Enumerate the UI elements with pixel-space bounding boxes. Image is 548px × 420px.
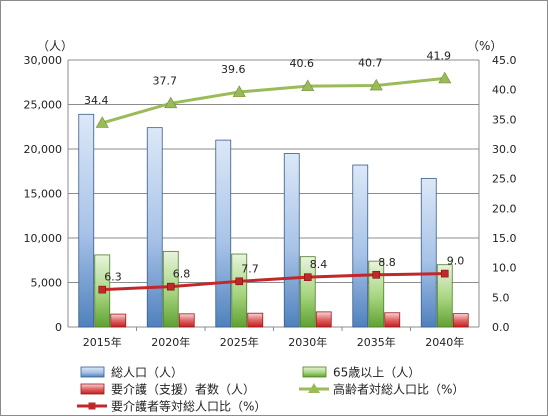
marker-triangle — [438, 71, 452, 84]
data-label: 8.8 — [378, 256, 396, 269]
bar-1 — [283, 153, 300, 328]
bar-3 — [178, 313, 195, 328]
bar-3 — [384, 312, 401, 328]
right-tick-label: 20.0 — [492, 202, 517, 215]
left-tick-label: 25,000 — [24, 99, 63, 112]
data-label: 37.7 — [153, 74, 178, 87]
data-label: 39.6 — [221, 63, 246, 76]
bar-1 — [215, 139, 232, 328]
right-axis-ticks: 0.0 5.0 10.0 15.0 20.0 25.0 30.0 35.0 40.0 45.0 — [492, 54, 517, 334]
x-tick-label: 2025年 — [220, 335, 259, 349]
right-tick-label: 15.0 — [492, 232, 517, 245]
bar-2 — [231, 253, 248, 328]
left-tick-label: 30,000 — [24, 54, 63, 67]
x-tick-label: 2035年 — [357, 335, 396, 349]
series-line-4 — [101, 76, 445, 125]
data-label: 9.0 — [447, 255, 465, 268]
legend-label: 要介護（支援）者数（人） — [111, 382, 255, 397]
left-tick-label: 5,000 — [31, 277, 63, 290]
bar-1 — [420, 177, 437, 328]
right-axis-unit: （%） — [467, 39, 502, 53]
data-label: 7.7 — [241, 262, 259, 275]
legend-marker-square — [88, 402, 96, 410]
marker-square — [303, 273, 312, 281]
data-label: 40.6 — [290, 57, 315, 70]
bar-3 — [247, 312, 264, 328]
left-tick-label: 20,000 — [24, 143, 63, 156]
legend-label: 要介護者等対総人口比（%） — [111, 399, 266, 414]
right-tick-label: 45.0 — [492, 54, 517, 67]
data-label: 6.8 — [173, 268, 191, 281]
marker-square — [235, 277, 244, 286]
data-label: 8.4 — [310, 258, 328, 271]
right-tick-label: 35.0 — [492, 113, 517, 126]
bar-2 — [436, 264, 453, 328]
marker-triangle — [95, 116, 109, 128]
data-label: 40.7 — [358, 57, 383, 70]
bar-3 — [110, 313, 127, 328]
right-tick-label: 5.0 — [492, 291, 510, 304]
left-axis-ticks: 0 5,000 10,000 15,000 20,000 25,000 30,000 — [24, 54, 63, 334]
right-tick-label: 40.0 — [492, 84, 517, 97]
legend-swatch — [80, 383, 105, 395]
left-axis-unit: （人） — [37, 39, 73, 53]
marker-triangle — [164, 96, 178, 109]
left-tick-label: 15,000 — [24, 188, 63, 201]
right-tick-label: 25.0 — [492, 173, 517, 186]
legend-swatch — [302, 366, 327, 378]
gridlines — [67, 59, 480, 331]
bar-1 — [352, 164, 369, 328]
right-tick-label: 0.0 — [492, 321, 510, 334]
x-tick-label: 2015年 — [83, 335, 122, 349]
marker-triangle — [369, 78, 383, 91]
bar-3 — [452, 313, 469, 328]
marker-square — [440, 269, 449, 278]
series-lines — [95, 71, 452, 294]
bar-3 — [315, 311, 332, 328]
right-tick-label: 10.0 — [492, 262, 517, 275]
series-line-5 — [102, 272, 445, 292]
legend: 総人口（人） 65歳以上（人） 要介護（支援）者数（人） 高齢者対総人口比（%） 要介護… — [77, 366, 464, 414]
data-label: 41.9 — [427, 49, 452, 62]
data-labels: 34.4 37.7 39.6 40.6 40.7 41.9 6.3 6.8 7.7 8.4 8.8 9… — [84, 49, 464, 283]
bar-1 — [146, 127, 163, 328]
left-tick-label: 0 — [55, 321, 62, 334]
x-axis-ticks: 2015年 2020年 2025年 2030年 2035年 2040年 — [83, 335, 465, 349]
marker-square — [372, 270, 381, 279]
legend-label: 高齢者対総人口比（%） — [333, 382, 464, 397]
marker-triangle — [301, 79, 315, 91]
right-tick-label: 30.0 — [492, 143, 517, 156]
legend-label: 総人口（人） — [111, 366, 183, 380]
legend-swatch — [80, 366, 105, 378]
x-tick-label: 2020年 — [151, 335, 190, 349]
x-tick-label: 2040年 — [425, 335, 464, 349]
marker-square — [166, 282, 175, 291]
legend-marker-triangle — [308, 383, 320, 393]
bar-1 — [78, 113, 95, 328]
legend-label: 65歳以上（人） — [333, 366, 420, 380]
data-label: 6.3 — [104, 271, 122, 284]
data-label: 34.4 — [84, 94, 109, 107]
marker-square — [98, 285, 107, 294]
bars — [78, 113, 469, 328]
left-tick-label: 10,000 — [24, 232, 63, 245]
x-tick-label: 2030年 — [288, 335, 327, 349]
marker-triangle — [232, 85, 246, 97]
